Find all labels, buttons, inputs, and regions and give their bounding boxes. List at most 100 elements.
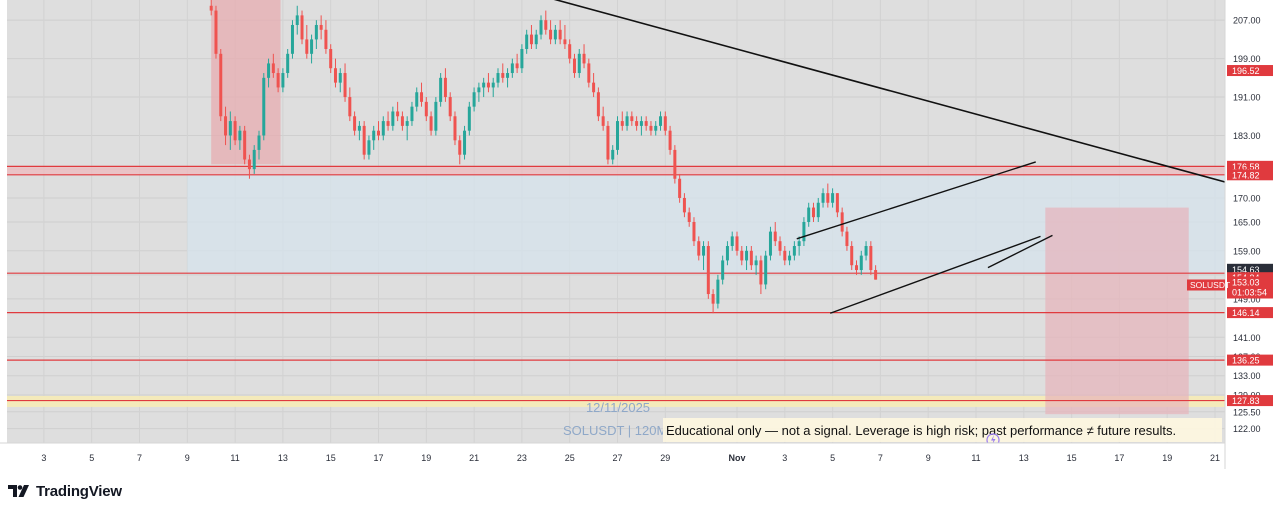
candle-body (558, 29, 562, 40)
candle-body (529, 34, 533, 45)
y-tick-label: 170.00 (1233, 193, 1261, 203)
trendline-long-downtrend (553, 0, 1249, 190)
tradingview-brand-text: TradingView (36, 482, 122, 500)
candle-body (314, 24, 318, 40)
candle-body (654, 125, 658, 131)
candle-body (400, 116, 404, 126)
candle-body (348, 97, 352, 117)
candle-body (247, 159, 251, 170)
zones (7, 0, 1239, 415)
candle-body (281, 73, 285, 88)
candle-body (396, 111, 400, 117)
candle-body (711, 294, 715, 304)
candle-body (835, 193, 839, 213)
x-tick-label: 7 (137, 453, 142, 463)
candle-body (305, 39, 309, 54)
candle-body (768, 231, 772, 256)
x-tick-label: 7 (878, 453, 883, 463)
candle-body (391, 111, 395, 126)
candle-body (601, 116, 605, 126)
tradingview-branding[interactable]: TradingView (8, 480, 122, 502)
x-tick-label: Nov (728, 453, 745, 463)
candle-body (611, 149, 615, 160)
candle-body (506, 73, 510, 78)
price-label: 196.52 (1232, 66, 1260, 76)
candle-body (338, 73, 342, 83)
symbol-tag-box (1187, 279, 1225, 291)
candle-body (687, 212, 691, 222)
x-axis-ticks: 3 5 7 9 11 13 15 17 19 21 23 25 27 29 Nov 3 5 7 9 11 13 15 17 1… (41, 453, 1220, 463)
y-tick-label: 122.00 (1233, 424, 1261, 434)
candle-body (582, 53, 586, 64)
candle-body (362, 125, 366, 155)
candle-body (267, 63, 271, 78)
candle-body (596, 92, 600, 117)
x-tick-label: 23 (517, 453, 527, 463)
x-tick-label: 21 (469, 453, 479, 463)
candle-body (525, 34, 529, 50)
price-label-countdown: 01:03:54 (1232, 287, 1267, 297)
candle-body (429, 116, 433, 131)
candle-body (448, 97, 452, 117)
disclaimer-text: Educational only — not a signal. Leverag… (666, 423, 1176, 438)
price-label: 153.03 (1232, 277, 1260, 287)
candle-body (807, 207, 811, 222)
candle-body (759, 260, 763, 285)
x-tick-label: 19 (421, 453, 431, 463)
candle-body (845, 231, 849, 247)
candle-body (821, 193, 825, 203)
candle-body (410, 106, 414, 122)
price-label: 146.14 (1232, 308, 1260, 318)
x-tick-label: 9 (926, 453, 931, 463)
price-label-box (1227, 160, 1273, 172)
price-labels: 196.52176.58174.82154.63154.34153.0301:0… (1187, 65, 1273, 407)
candle-body (534, 34, 538, 45)
candle-body (816, 202, 820, 218)
candle-body (329, 49, 333, 69)
candle-body (276, 73, 280, 88)
y-axis-bar[interactable] (1225, 0, 1280, 469)
candle-body (730, 236, 734, 247)
price-label: 127.83 (1232, 396, 1260, 406)
candle-body (434, 101, 438, 131)
candle-body (252, 149, 256, 170)
price-label-box (1227, 354, 1273, 366)
candle-body (405, 121, 409, 126)
candle-body (802, 221, 806, 242)
x-tick-label: 3 (782, 453, 787, 463)
candle-body (831, 193, 835, 203)
price-label-box (1227, 169, 1273, 181)
candle-body (616, 121, 619, 150)
candle-body (295, 15, 299, 25)
price-label: 154.63 (1232, 265, 1260, 275)
watermark-symbol: SOLUSDT | 120M (563, 423, 667, 438)
candle-body (721, 260, 725, 280)
candle-body (745, 250, 749, 261)
candle-body (625, 116, 629, 126)
candle-body (482, 82, 486, 88)
candle-body (424, 101, 428, 117)
trendline-wedge-lower-ext (987, 234, 1053, 269)
candle-body (367, 140, 371, 155)
y-tick-label: 199.00 (1233, 54, 1261, 64)
x-tick-label: 19 (1162, 453, 1172, 463)
price-label: 176.58 (1232, 162, 1260, 172)
candle-body (697, 241, 701, 256)
candle-body (764, 255, 768, 285)
x-tick-label: 9 (185, 453, 190, 463)
candle-body (797, 241, 801, 247)
candle-body (377, 130, 380, 136)
x-axis-bar[interactable] (0, 443, 1280, 469)
candle-body (415, 92, 419, 107)
candle-body (539, 20, 543, 35)
candle-body (271, 63, 275, 74)
candle-body (783, 250, 787, 261)
zone-projection-box (1045, 207, 1189, 415)
candle-body (501, 73, 505, 78)
candle-body (678, 178, 682, 198)
candle-body (286, 53, 290, 74)
candle-body (443, 77, 447, 98)
trendlines[interactable] (534, 0, 1249, 314)
candle-body (840, 212, 844, 232)
